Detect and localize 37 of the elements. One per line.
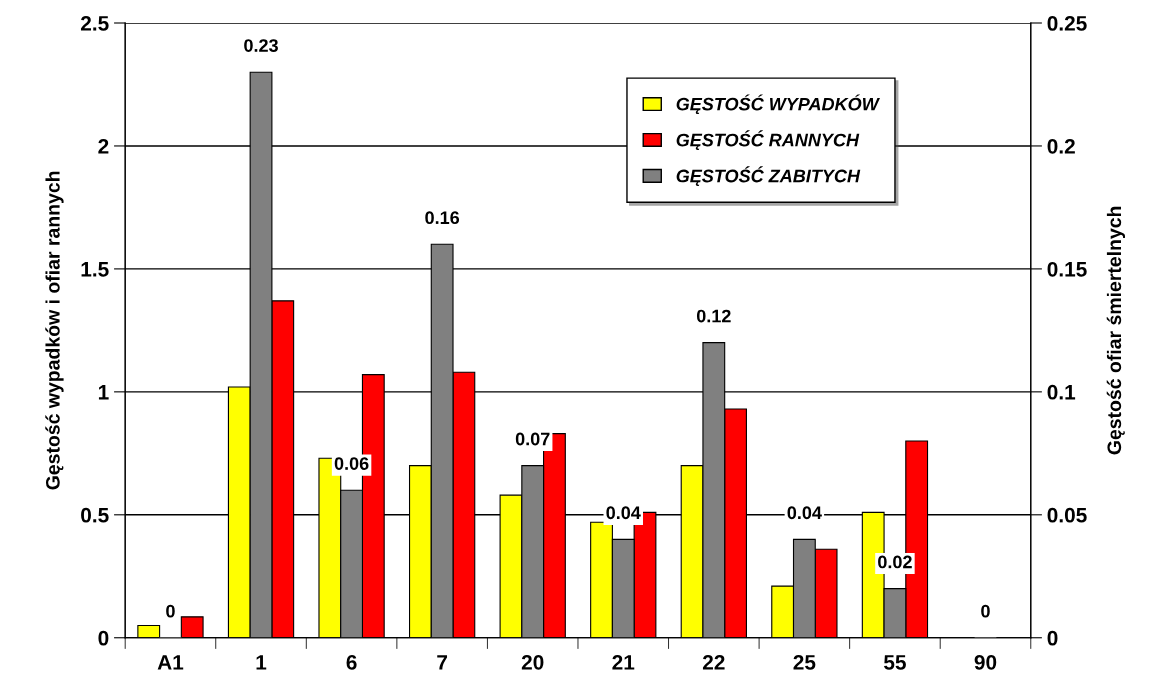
legend-label: GĘSTOŚĆ WYPADKÓW — [676, 94, 880, 115]
data-label: 0.07 — [515, 432, 550, 446]
y2-tick-label: 0 — [1047, 630, 1058, 646]
y-tick-label: 1 — [98, 385, 109, 400]
y-tick-label: 2 — [98, 138, 109, 154]
data-label: 0.23 — [244, 39, 278, 52]
y-tick-label: 2.5 — [80, 16, 109, 31]
data-label: 0 — [166, 604, 175, 618]
y2-tick-label: 0.2 — [1047, 138, 1075, 154]
legend-label: GĘSTOŚĆ ZABITYCH — [676, 166, 861, 186]
x-tick-label: 21 — [612, 654, 635, 670]
legend-label: GĘSTOŚĆ RANNYCH — [676, 130, 860, 151]
data-label: 0.16 — [425, 211, 460, 225]
y2-tick-label: 0.05 — [1047, 507, 1087, 523]
x-tick-label: 20 — [521, 654, 544, 670]
y2-tick-label: 0.25 — [1047, 16, 1087, 31]
y2-axis-title: Gęstość ofiar śmiertelnych — [1106, 206, 1126, 455]
data-label: 0.12 — [696, 309, 731, 323]
x-tick-label: A1 — [157, 655, 184, 670]
x-tick-label: 25 — [793, 654, 816, 670]
data-label: 0.02 — [878, 555, 912, 569]
y2-tick-label: 0.1 — [1047, 384, 1076, 400]
x-tick-label: 55 — [883, 655, 906, 670]
x-tick-label: 6 — [346, 654, 357, 670]
y-axis-title: Gęstość wypadków i ofiar rannych — [45, 171, 64, 490]
x-tick-label: 90 — [974, 654, 997, 670]
y-tick-label: 1.5 — [81, 262, 109, 277]
x-tick-label: 1 — [256, 655, 267, 670]
data-label: 0.04 — [606, 506, 641, 520]
data-label: 0 — [981, 604, 990, 618]
y2-tick-label: 0.15 — [1047, 261, 1087, 277]
y-tick-label: 0.5 — [81, 507, 109, 523]
x-tick-label: 22 — [702, 654, 725, 670]
x-tick-label: 7 — [437, 655, 448, 670]
data-label: 0.06 — [334, 457, 369, 470]
y-tick-label: 0 — [98, 630, 109, 646]
data-label: 0.04 — [787, 506, 822, 520]
